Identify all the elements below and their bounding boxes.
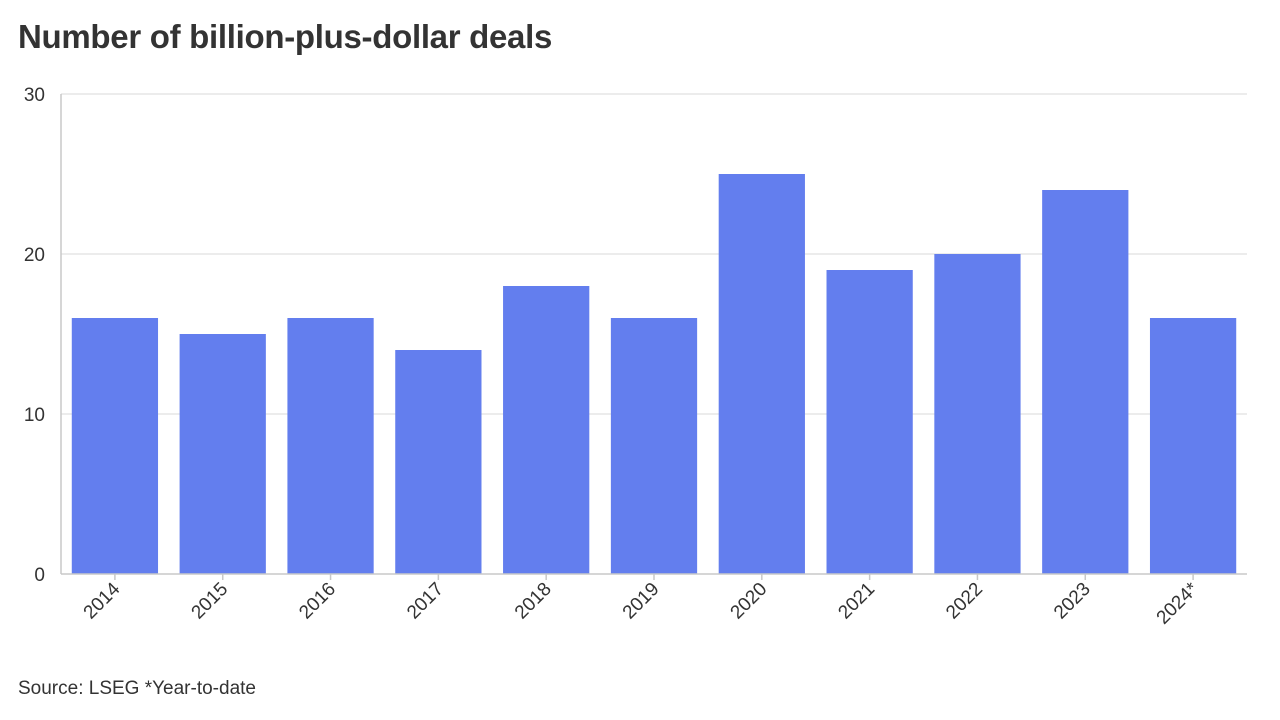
x-tick-label: 2018 <box>511 579 556 624</box>
bar <box>610 318 698 574</box>
bar <box>179 334 266 574</box>
bar <box>718 174 805 574</box>
bar <box>934 254 1021 574</box>
x-tick-label: 2019 <box>619 579 664 624</box>
x-tick-label: 2022 <box>942 579 987 624</box>
x-tick-label: 2017 <box>403 579 448 624</box>
y-tick-label: 20 <box>24 245 45 266</box>
bar <box>503 286 590 574</box>
x-axis-ticks: 2014 2015 2016 2017 2018 2019 2020 2021 2022 2023… <box>80 574 1203 629</box>
bar <box>395 350 482 574</box>
x-tick-label: 2020 <box>727 579 772 624</box>
bar <box>1149 318 1237 574</box>
bars <box>71 174 1237 574</box>
bar <box>1042 190 1129 574</box>
x-tick-label: 2014 <box>80 578 125 623</box>
x-tick-label: 2016 <box>295 579 340 624</box>
bar <box>287 318 374 574</box>
y-axis-ticks: 0 10 20 30 <box>24 85 45 586</box>
y-tick-label: 30 <box>24 85 45 106</box>
chart-title: Number of billion-plus-dollar deals <box>18 18 553 55</box>
source-note: Source: LSEG *Year-to-date <box>18 678 256 699</box>
x-tick-label: 2021 <box>834 579 879 624</box>
bar <box>826 270 913 574</box>
bar <box>71 318 159 574</box>
y-tick-label: 10 <box>24 405 45 426</box>
y-tick-label: 0 <box>34 565 45 586</box>
x-tick-label: 2023 <box>1050 579 1095 624</box>
x-tick-label: 2024* <box>1153 578 1203 628</box>
x-tick-label: 2015 <box>188 579 233 624</box>
